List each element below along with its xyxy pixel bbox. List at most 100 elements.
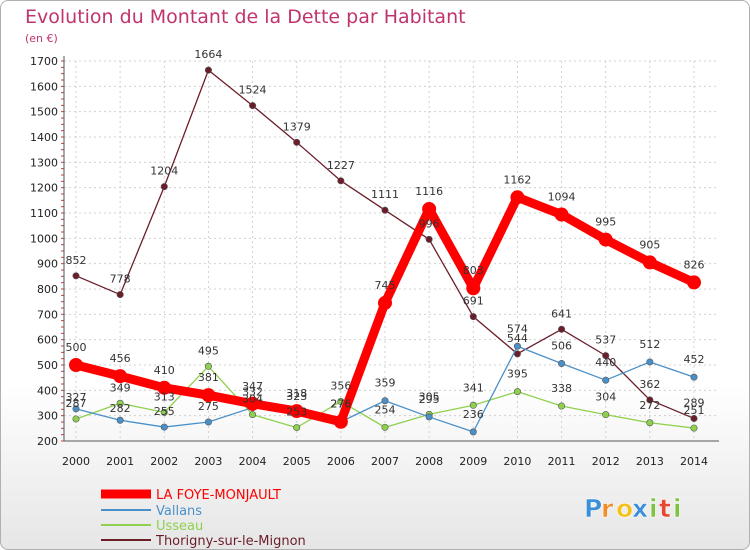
data-point-la-foye-monjault-2005 xyxy=(289,404,304,419)
data-point-la-foye-monjault-2012 xyxy=(598,232,613,247)
legend-label-la-foye-monjault: LA FOYE-MONJAULT xyxy=(156,488,281,503)
axes: 200 300 400 500 600 700 800 900 1000 1100 1200 1300… xyxy=(30,55,719,468)
data-point-usseau-2009 xyxy=(469,401,477,409)
data-labels: 852 778 1204 1664 1524 1379 1227 1111 996 691 544 6… xyxy=(66,48,705,421)
data-label-vallans-2000: 327 xyxy=(66,391,87,404)
y-tick-label-1600: 1600 xyxy=(30,80,58,93)
data-label-thorigny-sur-le-mignon-2008: 996 xyxy=(419,217,440,230)
data-point-usseau-2007 xyxy=(381,423,389,431)
data-label-la-foye-monjault-2003: 381 xyxy=(198,371,219,384)
data-label-la-foye-monjault-2008: 1116 xyxy=(415,185,443,198)
data-label-thorigny-sur-le-mignon-2004: 1524 xyxy=(239,84,267,97)
data-point-usseau-2012 xyxy=(602,411,610,419)
data-point-vallans-2010 xyxy=(513,342,521,350)
data-point-vallans-2009 xyxy=(469,428,477,436)
data-point-la-foye-monjault-2006 xyxy=(333,414,348,429)
logo-letter-5: t xyxy=(659,494,671,523)
data-point-usseau-2005 xyxy=(293,424,301,432)
y-tick-label-300: 300 xyxy=(37,410,58,423)
data-label-vallans-2012: 440 xyxy=(595,356,616,369)
data-label-vallans-2006: 276 xyxy=(330,398,351,411)
data-label-thorigny-sur-le-mignon-2002: 1204 xyxy=(150,165,178,178)
data-point-usseau-2014 xyxy=(690,424,698,432)
data-point-usseau-2001 xyxy=(116,399,124,407)
data-point-vallans-2000 xyxy=(72,405,80,413)
y-tick-label-900: 900 xyxy=(37,258,58,271)
data-label-thorigny-sur-le-mignon-2006: 1227 xyxy=(327,159,355,172)
logo-letter-3: x xyxy=(632,494,648,523)
chart-title: Evolution du Montant de la Dette par Hab… xyxy=(25,6,466,28)
data-point-thorigny-sur-le-mignon-2002 xyxy=(160,183,168,191)
data-point-vallans-2008 xyxy=(425,413,433,421)
data-point-vallans-2001 xyxy=(116,416,124,424)
data-point-vallans-2011 xyxy=(558,359,566,367)
data-label-la-foye-monjault-2014: 826 xyxy=(684,258,705,271)
data-label-usseau-2012: 304 xyxy=(595,391,616,404)
data-point-usseau-2000 xyxy=(72,415,80,423)
data-point-vallans-2007 xyxy=(381,397,389,405)
y-tick-label-500: 500 xyxy=(37,359,58,372)
data-label-la-foye-monjault-2000: 500 xyxy=(66,341,87,354)
logo-letter-4: i xyxy=(649,494,658,523)
y-tick-label-1100: 1100 xyxy=(30,207,58,220)
data-point-vallans-2014 xyxy=(690,373,698,381)
y-tick-label-1300: 1300 xyxy=(30,156,58,169)
data-label-usseau-2009: 341 xyxy=(463,381,484,394)
data-label-thorigny-sur-le-mignon-2010: 544 xyxy=(507,332,528,345)
data-label-la-foye-monjault-2009: 803 xyxy=(463,264,484,277)
x-tick-label-2004: 2004 xyxy=(239,455,267,468)
data-label-vallans-2008: 295 xyxy=(419,393,440,406)
x-tick-label-2002: 2002 xyxy=(150,455,178,468)
y-tick-label-1200: 1200 xyxy=(30,182,58,195)
data-point-vallans-2013 xyxy=(646,358,654,366)
data-label-thorigny-sur-le-mignon-2000: 852 xyxy=(66,254,87,267)
data-point-thorigny-sur-le-mignon-2014 xyxy=(690,414,698,422)
data-label-la-foye-monjault-2004: 347 xyxy=(242,380,263,393)
data-point-thorigny-sur-le-mignon-2000 xyxy=(72,272,80,280)
x-tick-label-2011: 2011 xyxy=(548,455,576,468)
data-point-thorigny-sur-le-mignon-2008 xyxy=(425,235,433,243)
data-point-usseau-2003 xyxy=(204,362,212,370)
data-point-thorigny-sur-le-mignon-2006 xyxy=(337,177,345,185)
data-point-thorigny-sur-le-mignon-2011 xyxy=(558,325,566,333)
data-label-la-foye-monjault-2007: 745 xyxy=(375,279,396,292)
data-point-thorigny-sur-le-mignon-2005 xyxy=(293,138,301,146)
x-tick-label-2008: 2008 xyxy=(415,455,443,468)
data-point-usseau-2011 xyxy=(558,402,566,410)
series-lines xyxy=(69,66,701,436)
data-label-la-foye-monjault-2005: 318 xyxy=(286,387,307,400)
data-label-vallans-2014: 452 xyxy=(684,353,705,366)
data-label-vallans-2001: 282 xyxy=(110,402,131,415)
data-label-thorigny-sur-le-mignon-2001: 778 xyxy=(110,273,131,286)
data-label-la-foye-monjault-2010: 1162 xyxy=(503,173,531,186)
data-label-thorigny-sur-le-mignon-2005: 1379 xyxy=(283,120,311,133)
data-point-la-foye-monjault-2003 xyxy=(201,388,216,403)
data-label-vallans-2013: 512 xyxy=(639,338,660,351)
data-label-usseau-2004: 304 xyxy=(242,393,263,406)
data-point-la-foye-monjault-2010 xyxy=(510,190,525,205)
x-tick-label-2010: 2010 xyxy=(503,455,531,468)
data-point-usseau-2013 xyxy=(646,419,654,427)
data-label-usseau-2007: 254 xyxy=(375,403,396,416)
data-point-usseau-2004 xyxy=(249,411,257,419)
y-tick-label-600: 600 xyxy=(37,334,58,347)
data-label-thorigny-sur-le-mignon-2003: 1664 xyxy=(194,48,222,61)
data-label-usseau-2003: 495 xyxy=(198,344,219,357)
proxiti-logo: Pr ox i t i xyxy=(584,494,682,524)
logo-letter-6: i xyxy=(673,494,682,523)
x-tick-label-2005: 2005 xyxy=(283,455,311,468)
data-point-thorigny-sur-le-mignon-2012 xyxy=(602,352,610,360)
y-tick-label-1400: 1400 xyxy=(30,131,58,144)
y-tick-label-1700: 1700 xyxy=(30,55,58,68)
data-label-la-foye-monjault-2006: 276 xyxy=(330,398,351,411)
data-label-usseau-2000: 287 xyxy=(66,397,87,410)
logo-letter-2: o xyxy=(616,494,633,523)
data-point-thorigny-sur-le-mignon-2009 xyxy=(469,313,477,321)
data-label-la-foye-monjault-2002: 410 xyxy=(154,364,175,377)
x-tick-label-2000: 2000 xyxy=(62,455,90,468)
data-point-thorigny-sur-le-mignon-2007 xyxy=(381,206,389,214)
data-label-vallans-2010: 574 xyxy=(507,322,528,335)
x-tick-label-2014: 2014 xyxy=(680,455,708,468)
data-label-vallans-2009: 236 xyxy=(463,408,484,421)
